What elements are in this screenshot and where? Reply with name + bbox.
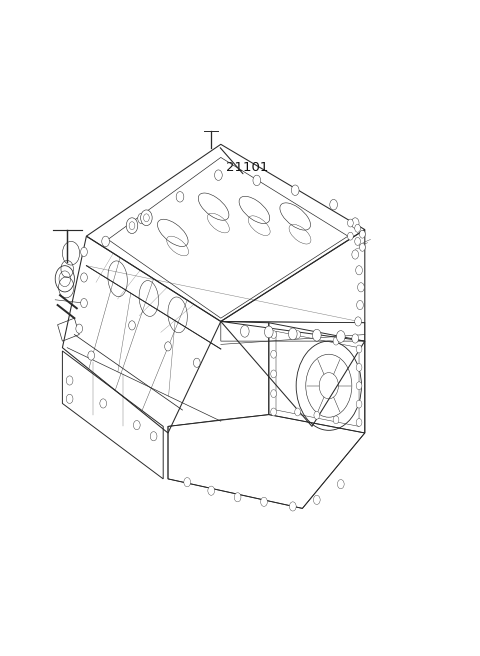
Circle shape xyxy=(358,283,364,292)
Circle shape xyxy=(356,363,362,371)
Circle shape xyxy=(271,370,276,378)
Circle shape xyxy=(215,170,222,180)
Circle shape xyxy=(357,300,363,310)
Circle shape xyxy=(291,185,299,195)
Circle shape xyxy=(333,337,339,345)
Circle shape xyxy=(264,326,273,338)
Circle shape xyxy=(102,236,109,247)
Circle shape xyxy=(312,329,321,341)
Circle shape xyxy=(330,199,337,210)
Circle shape xyxy=(351,218,359,228)
Circle shape xyxy=(81,273,87,282)
Text: 21101: 21101 xyxy=(226,161,268,174)
Circle shape xyxy=(261,497,267,506)
Circle shape xyxy=(129,321,135,330)
Circle shape xyxy=(138,213,145,224)
Circle shape xyxy=(184,478,191,487)
Circle shape xyxy=(356,400,362,408)
Circle shape xyxy=(100,399,107,408)
Circle shape xyxy=(314,411,320,419)
Circle shape xyxy=(314,333,320,341)
Circle shape xyxy=(288,328,297,340)
Circle shape xyxy=(133,420,140,430)
Circle shape xyxy=(271,408,276,416)
Circle shape xyxy=(337,480,344,489)
Circle shape xyxy=(352,250,359,259)
Circle shape xyxy=(360,243,365,251)
Circle shape xyxy=(234,493,241,502)
Circle shape xyxy=(352,334,359,343)
Circle shape xyxy=(253,175,261,186)
Circle shape xyxy=(208,486,215,495)
Circle shape xyxy=(336,331,345,342)
Circle shape xyxy=(356,419,362,426)
Circle shape xyxy=(193,358,200,367)
Circle shape xyxy=(141,210,152,226)
Circle shape xyxy=(289,502,296,511)
Circle shape xyxy=(66,376,73,385)
Circle shape xyxy=(150,432,157,441)
Circle shape xyxy=(356,382,362,390)
Circle shape xyxy=(88,351,95,360)
Circle shape xyxy=(81,247,87,256)
Circle shape xyxy=(348,219,353,227)
Circle shape xyxy=(144,214,149,222)
Circle shape xyxy=(129,222,135,230)
Circle shape xyxy=(271,390,276,398)
Circle shape xyxy=(313,495,320,504)
Circle shape xyxy=(356,345,362,353)
Circle shape xyxy=(360,230,365,238)
Circle shape xyxy=(355,224,360,232)
Circle shape xyxy=(126,218,138,234)
Circle shape xyxy=(348,232,353,240)
Circle shape xyxy=(271,350,276,358)
Circle shape xyxy=(356,266,362,275)
Circle shape xyxy=(66,394,73,403)
Circle shape xyxy=(76,324,83,333)
Circle shape xyxy=(81,298,87,308)
Circle shape xyxy=(295,408,300,416)
Circle shape xyxy=(295,331,300,338)
Circle shape xyxy=(165,342,171,351)
Circle shape xyxy=(240,325,249,337)
Circle shape xyxy=(355,237,360,245)
Circle shape xyxy=(333,416,339,424)
Circle shape xyxy=(355,317,361,326)
Circle shape xyxy=(271,331,276,338)
Circle shape xyxy=(176,192,184,202)
